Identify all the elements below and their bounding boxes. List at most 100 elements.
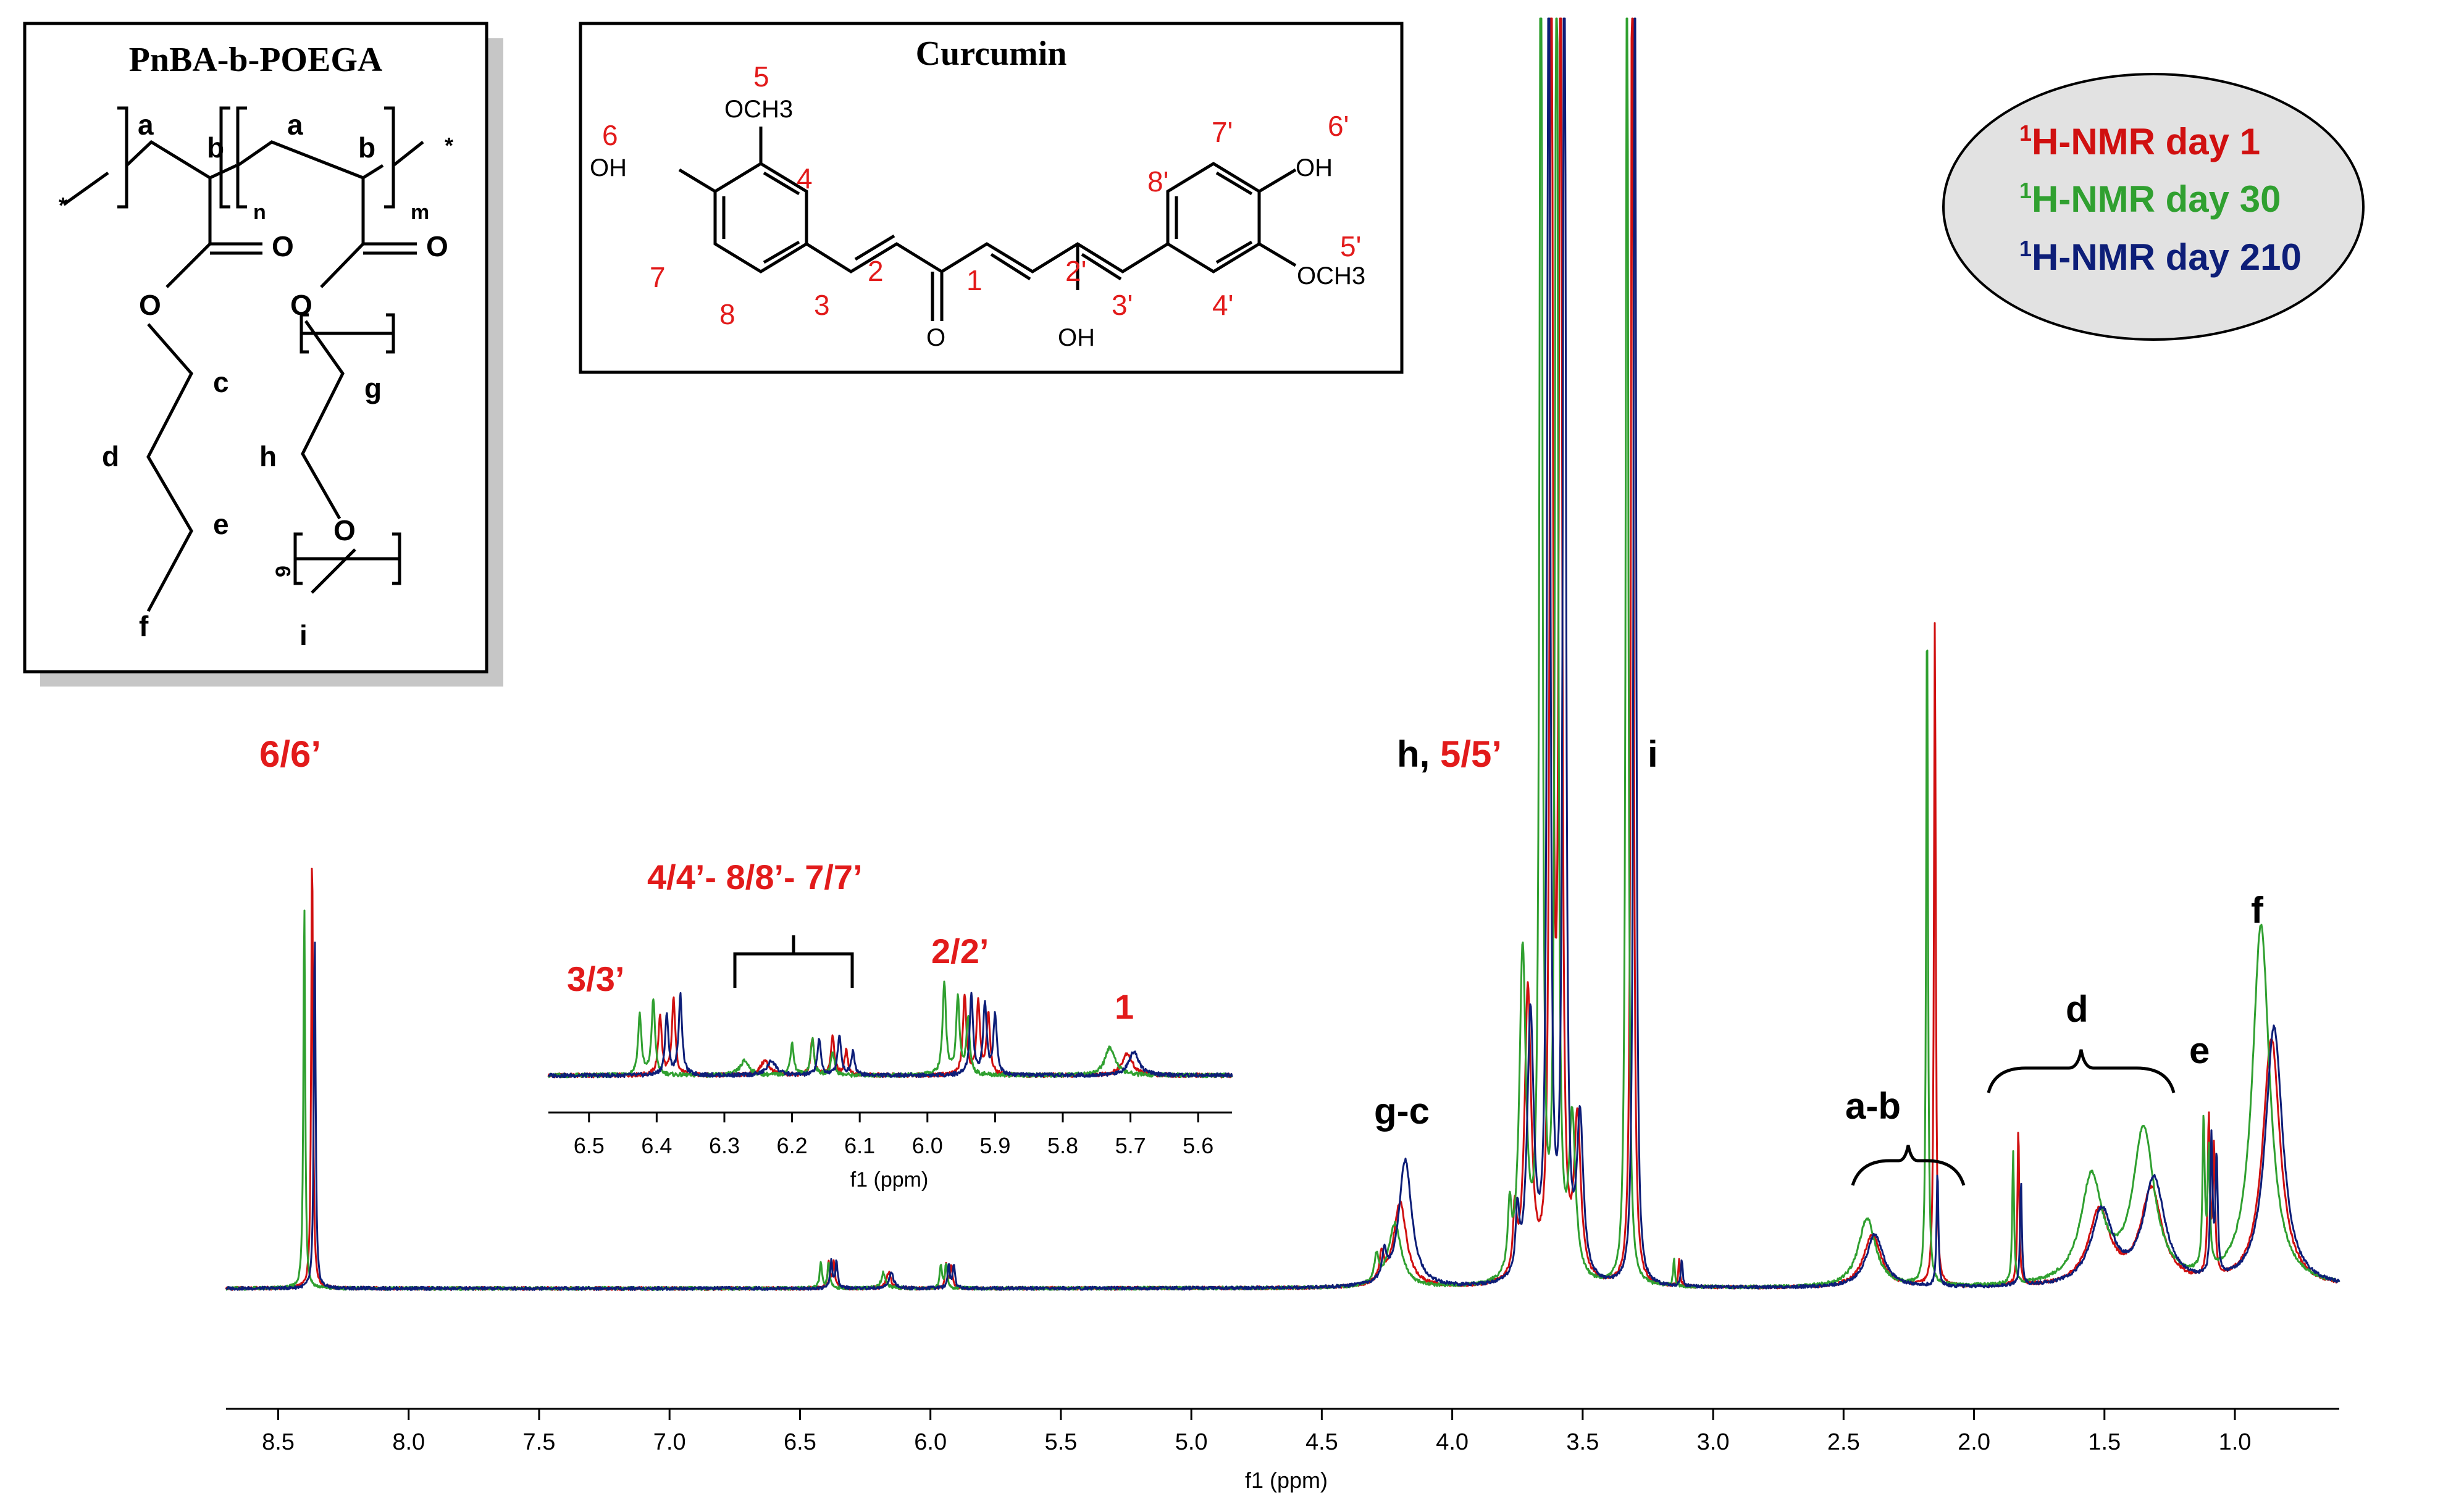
main-ticks: 8.5 8.0 7.5 7.0 6.5 6.0 5.5 5.0 4.5 4.0 3.5 3.0 2.5 2… — [262, 1409, 2251, 1455]
inset-label-2: 2/2’ — [931, 932, 989, 971]
peak-label-d: d — [2066, 988, 2089, 1030]
curcumin-pos-3: 3 — [814, 289, 830, 321]
curcumin-pos-6: 6 — [602, 119, 618, 151]
curcumin-pos-4: 4 — [797, 162, 813, 194]
polymer-atom-o5: O — [333, 514, 356, 546]
legend-text-day30: H-NMR day 30 — [2032, 178, 2281, 220]
main-tick-label: 4.0 — [1436, 1429, 1469, 1455]
peak-label-gc: g-c — [1374, 1090, 1430, 1132]
polymer-label-i: i — [300, 619, 308, 651]
polymer-atom-o1: O — [272, 230, 294, 262]
main-tick-label: 6.5 — [784, 1429, 816, 1455]
main-tick-label: 1.0 — [2219, 1429, 2252, 1455]
inset-tick-label: 6.4 — [641, 1133, 672, 1158]
legend-text-day1: H-NMR day 1 — [2032, 121, 2260, 162]
polymer-box — [23, 22, 488, 674]
inset-tick-label: 6.3 — [709, 1133, 740, 1158]
polymer-label-n: n — [253, 201, 266, 224]
brace-ab — [1851, 1145, 1966, 1186]
curcumin-title: Curcumin — [916, 35, 1067, 73]
peak-label-e: e — [2189, 1030, 2210, 1071]
peak-label-5: 5/5’ — [1440, 733, 1502, 775]
curcumin-pos-2p: 2' — [1065, 255, 1086, 287]
inset-label-3: 3/3’ — [567, 959, 624, 998]
peak-label-f: f — [2251, 890, 2264, 931]
main-tick-label: 2.5 — [1827, 1429, 1860, 1455]
main-tick-label: 7.5 — [523, 1429, 556, 1455]
polymer-atom-o2: O — [426, 230, 448, 262]
inset-tick-label: 5.9 — [979, 1133, 1010, 1158]
polymer-label-b1: b — [207, 132, 224, 164]
polymer-atom-o3: O — [139, 289, 161, 321]
polymer-label-c: c — [213, 366, 229, 398]
curcumin-pos-1: 1 — [966, 264, 983, 296]
curcumin-oh-mid: OH — [1058, 324, 1095, 351]
curcumin-structure: Curcumin OCH3 OH O OH OH OCH3 5 6 4 — [579, 22, 1404, 374]
main-traces — [225, 17, 2340, 1291]
peak-label-h: h, — [1397, 733, 1440, 775]
polymer-bonds — [64, 106, 424, 612]
polymer-title: PnBA-b-POEGA — [129, 41, 383, 79]
inset-spectrum: 6.5 6.4 6.3 6.2 6.1 6.0 5.9 5.8 5.7 5.6 f1 (ppm) … — [547, 858, 1233, 1192]
main-x-axis-title: f1 (ppm) — [1245, 1468, 1328, 1493]
inset-x-axis-title: f1 (ppm) — [850, 1168, 929, 1192]
inset-tick-label: 5.7 — [1115, 1133, 1146, 1158]
inset-tick-label: 6.2 — [777, 1133, 808, 1158]
curcumin-oh-right: OH — [1296, 154, 1333, 182]
curcumin-pos-3p: 3' — [1112, 289, 1133, 321]
inset-ticks: 6.5 6.4 6.3 6.2 6.1 6.0 5.9 5.8 5.7 5.6 — [574, 1113, 1213, 1158]
main-tick-label: 8.5 — [262, 1429, 295, 1455]
curcumin-pos-4p: 4' — [1212, 289, 1233, 321]
main-tick-label: 7.0 — [653, 1429, 686, 1455]
curcumin-bonds — [678, 127, 1297, 321]
inset-traces — [547, 980, 1233, 1079]
polymer-label-a2: a — [287, 109, 303, 141]
brace-d — [1987, 1049, 2176, 1093]
polymer-atom-o4: O — [290, 289, 312, 321]
main-tick-label: 3.0 — [1697, 1429, 1730, 1455]
inset-label-4-8-7: 4/4’- 8/8’- 7/7’ — [647, 858, 863, 896]
main-tick-label: 3.5 — [1566, 1429, 1599, 1455]
main-tick-label: 6.0 — [914, 1429, 947, 1455]
polymer-label-d: d — [102, 440, 119, 472]
polymer-label-g: g — [364, 372, 382, 404]
curcumin-och3-right: OCH3 — [1297, 262, 1365, 290]
legend-ellipse — [1942, 73, 2365, 341]
peak-label-6: 6/6’ — [259, 733, 321, 775]
polymer-star-left: * — [59, 193, 67, 218]
curcumin-och3-left: OCH3 — [724, 96, 793, 123]
curcumin-atom-labels: OCH3 OH O OH OH OCH3 — [590, 96, 1365, 351]
polymer-label-b2: b — [358, 132, 375, 164]
inset-tick-label: 6.1 — [844, 1133, 875, 1158]
legend-sup-day210: 1 — [2019, 236, 2032, 261]
curcumin-pos-8p: 8' — [1147, 165, 1168, 198]
curcumin-pos-7p: 7' — [1212, 116, 1233, 148]
curcumin-pos-8: 8 — [719, 298, 735, 330]
polymer-structure: PnBA-b-POEGA — [23, 22, 503, 687]
curcumin-pos-2: 2 — [868, 255, 884, 287]
curcumin-pos-5: 5 — [753, 61, 769, 93]
legend-sup-day1: 1 — [2019, 120, 2032, 146]
legend-item-day210: 1H-NMR day 210 — [2019, 236, 2302, 278]
inset-brace — [733, 935, 854, 988]
curcumin-box — [579, 22, 1404, 374]
inset-tick-label: 5.6 — [1183, 1133, 1213, 1158]
inset-tick-label: 6.5 — [574, 1133, 605, 1158]
main-tick-label: 5.0 — [1175, 1429, 1208, 1455]
inset-tick-label: 6.0 — [912, 1133, 943, 1158]
main-tick-label: 1.5 — [2088, 1429, 2121, 1455]
main-spectrum: 8.5 8.0 7.5 7.0 6.5 6.0 5.5 5.0 4.5 4.0 3.5 3.0 2.5 2… — [225, 17, 2340, 1493]
curcumin-pos-7: 7 — [650, 261, 666, 293]
legend-text-day210: H-NMR day 210 — [2032, 236, 2302, 278]
legend-item-day30: 1H-NMR day 30 — [2019, 178, 2281, 220]
legend-item-day1: 1H-NMR day 1 — [2019, 120, 2260, 162]
polymer-label-m: m — [411, 201, 429, 224]
polymer-label-f: f — [139, 610, 149, 642]
legend-sup-day30: 1 — [2019, 178, 2032, 203]
peak-annotations: 6/6’ h, 5/5’ i g-c a-b d e f — [259, 733, 2264, 1186]
polymer-label-e: e — [213, 508, 229, 540]
main-tick-label: 8.0 — [392, 1429, 425, 1455]
curcumin-oh-left: OH — [590, 154, 627, 182]
